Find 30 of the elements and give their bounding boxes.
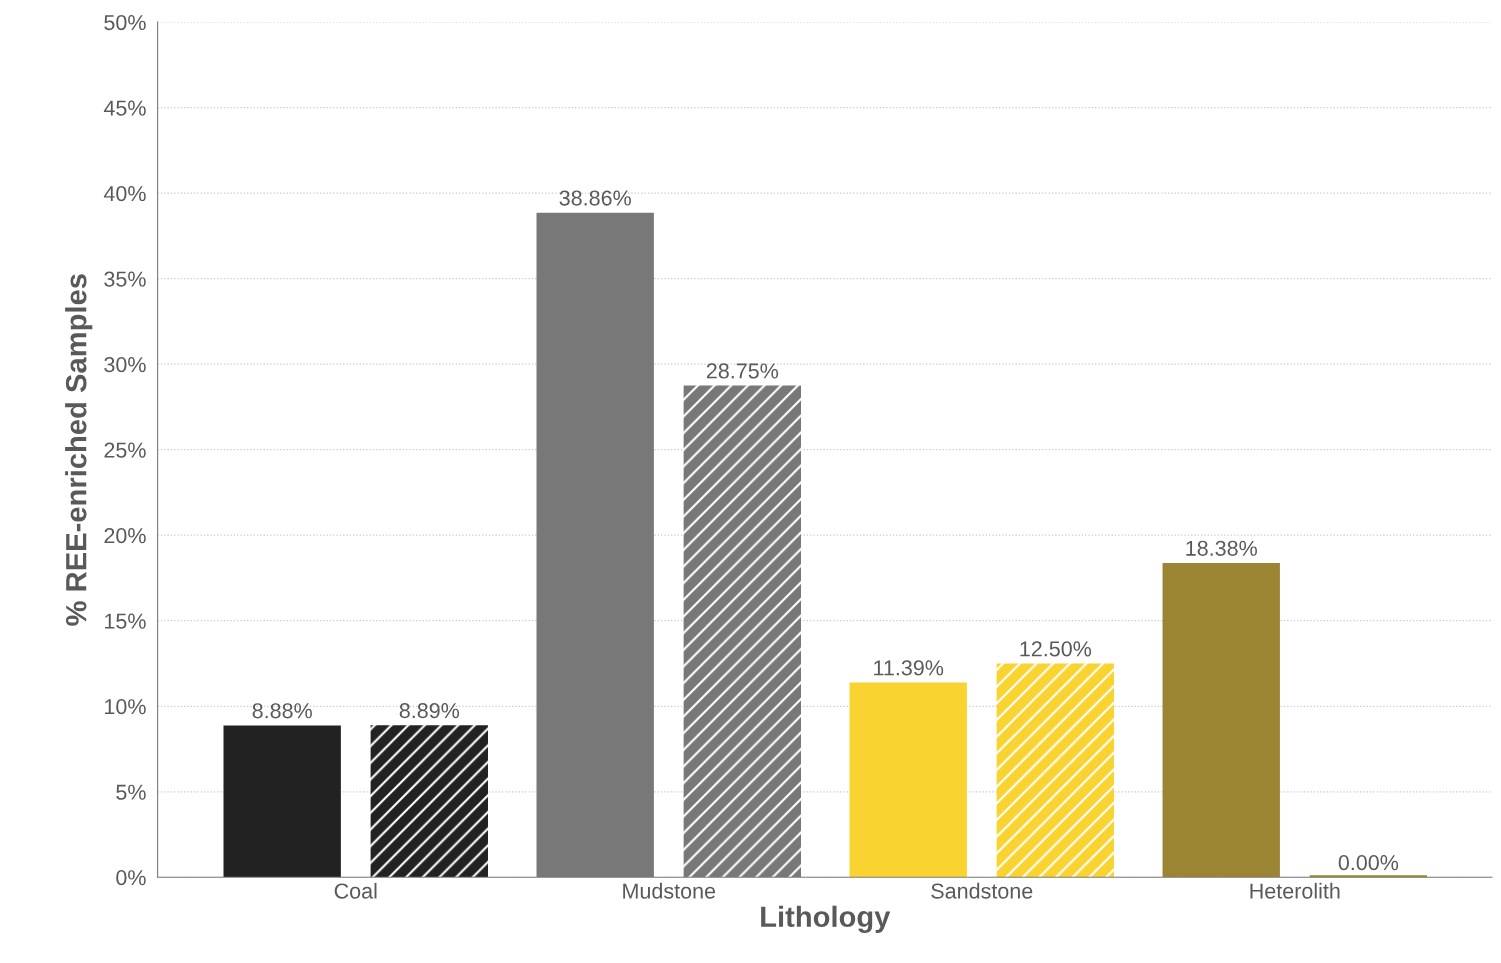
y-tick-label: 5% <box>116 784 146 800</box>
y-tick-label: 20% <box>104 528 146 544</box>
y-tick-label: 10% <box>105 699 146 715</box>
data-label: 38.86% <box>559 190 631 206</box>
data-label: 8.88% <box>252 703 312 719</box>
y-tick-label: 35% <box>104 271 146 287</box>
data-label: 12.50% <box>1020 641 1092 657</box>
bar <box>370 725 488 878</box>
data-label: 8.89% <box>399 702 460 719</box>
data-label: 11.39% <box>874 660 944 676</box>
data-label: 18.38% <box>1186 540 1257 556</box>
x-axis-title: Lithology <box>761 905 891 934</box>
y-tick-label: 40% <box>103 185 146 202</box>
y-axis-title: % REE-enriched Samples <box>65 274 93 626</box>
x-tick-label: Sandstone <box>931 882 1033 899</box>
bar <box>683 385 802 878</box>
y-tick-label: 15% <box>105 613 146 629</box>
y-tick-label: 25% <box>104 442 146 458</box>
x-tick-label: Heterolith <box>1250 882 1340 899</box>
y-tick-label: 50% <box>104 14 146 31</box>
y-tick-label: 45% <box>103 100 146 116</box>
y-tick-label: 30% <box>104 356 146 373</box>
x-tick-label: Mudstone <box>623 882 716 899</box>
bar <box>849 682 967 878</box>
data-label: 28.75% <box>706 363 779 379</box>
x-tick-label: Coal <box>334 882 377 899</box>
data-label: 0.00% <box>1338 855 1399 871</box>
bar <box>996 663 1115 878</box>
y-tick-label: 0% <box>116 870 146 886</box>
bar <box>223 725 341 878</box>
